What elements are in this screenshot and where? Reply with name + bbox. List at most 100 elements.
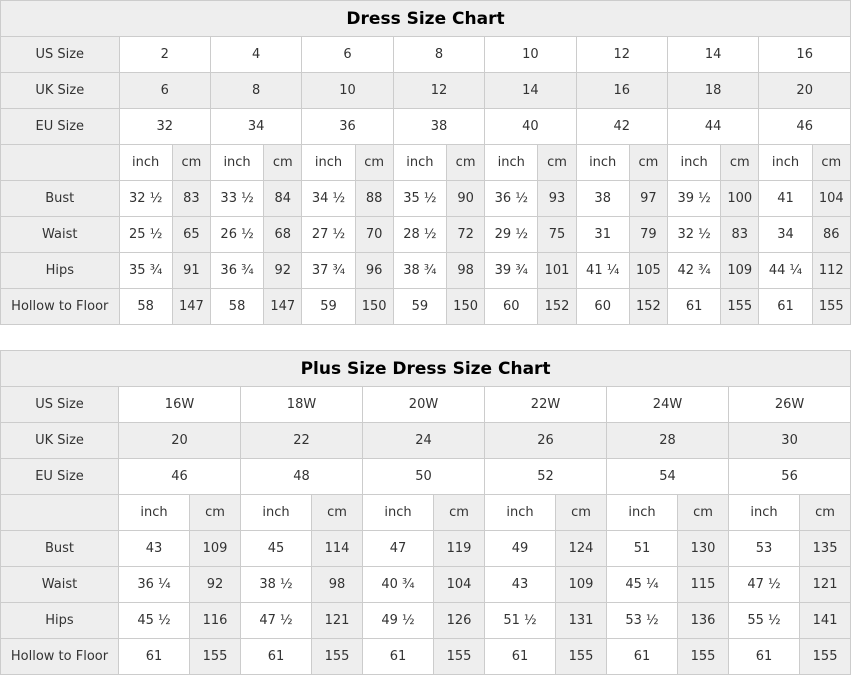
- measure-inch-cell: 38 ¾: [392, 252, 448, 289]
- measure-inch-cell: 61: [118, 638, 190, 675]
- measure-cm-cell: 155: [677, 638, 729, 675]
- chart-title: Plus Size Dress Size Chart: [0, 350, 851, 387]
- measure-row: Bust 43 109 45 114 47 119 49 124 51 130 53 135: [0, 530, 851, 567]
- measure-inch-cell: 58: [118, 288, 173, 325]
- measure-inch-cell: 45 ¼: [606, 566, 678, 603]
- size-value-cell: 32: [118, 108, 211, 145]
- inch-unit-cell: inch: [606, 494, 678, 531]
- measure-inch-cell: 55 ½: [728, 602, 800, 639]
- row-label: Bust: [0, 530, 119, 567]
- measure-cm-cell: 86: [811, 216, 851, 253]
- cm-unit-cell: cm: [677, 494, 729, 531]
- size-value-cell: 20: [118, 422, 241, 459]
- measure-row: Hips 45 ½ 116 47 ½ 121 49 ½ 126 51 ½ 131 53 ½ 136 5…: [0, 602, 851, 639]
- measure-inch-cell: 39 ¾: [484, 252, 539, 289]
- cm-unit-cell: cm: [445, 144, 486, 181]
- measure-cm-cell: 141: [798, 602, 851, 639]
- measure-cm-cell: 70: [354, 216, 394, 253]
- measure-cm-cell: 147: [171, 288, 211, 325]
- measure-inch-cell: 34: [758, 216, 813, 253]
- row-label: EU Size: [0, 458, 119, 495]
- inch-unit-cell: inch: [758, 144, 813, 181]
- cm-unit-cell: cm: [537, 144, 577, 181]
- measure-cm-cell: 112: [811, 252, 851, 289]
- measure-cm-cell: 136: [677, 602, 729, 639]
- cm-unit-cell: cm: [311, 494, 363, 531]
- measure-cm-cell: 155: [189, 638, 241, 675]
- measure-cm-cell: 109: [189, 530, 241, 567]
- measure-cm-cell: 98: [445, 252, 486, 289]
- row-label: Hips: [0, 602, 119, 639]
- measure-inch-cell: 53 ½: [606, 602, 678, 639]
- measure-inch-cell: 51 ½: [484, 602, 556, 639]
- size-value-cell: 10: [484, 36, 577, 73]
- row-label: Hollow to Floor: [0, 288, 120, 325]
- measure-inch-cell: 39 ½: [666, 180, 722, 217]
- measure-cm-cell: 104: [433, 566, 485, 603]
- cm-unit-cell: cm: [811, 144, 851, 181]
- inch-unit-cell: inch: [118, 144, 173, 181]
- measure-inch-cell: 32 ½: [666, 216, 722, 253]
- measure-inch-cell: 53: [728, 530, 800, 567]
- measure-cm-cell: 150: [354, 288, 394, 325]
- measure-cm-cell: 124: [555, 530, 607, 567]
- size-value-cell: 22: [240, 422, 363, 459]
- size-value-cell: 4: [209, 36, 303, 73]
- measure-cm-cell: 114: [311, 530, 363, 567]
- size-value-cell: 54: [606, 458, 729, 495]
- size-value-cell: 36: [301, 108, 394, 145]
- size-value-cell: 46: [758, 108, 851, 145]
- measure-inch-cell: 27 ½: [301, 216, 356, 253]
- inch-unit-cell: inch: [118, 494, 190, 531]
- size-row: US Size 2 4 6 8 10 12 14 16: [0, 36, 851, 73]
- size-value-cell: 38: [392, 108, 486, 145]
- measure-row: Waist 25 ½ 65 26 ½ 68 27 ½ 70 28 ½ 72 29 ½ 75 31 79 3…: [0, 216, 851, 253]
- measure-inch-cell: 33 ½: [209, 180, 265, 217]
- unit-header-row: inch cm inch cm inch cm inch cm inch cm inch cm inch…: [0, 144, 851, 181]
- measure-cm-cell: 150: [445, 288, 486, 325]
- size-row: UK Size 6 8 10 12 14 16 18 20: [0, 72, 851, 109]
- measure-inch-cell: 34 ½: [301, 180, 356, 217]
- size-value-cell: 16W: [118, 386, 241, 423]
- measure-cm-cell: 131: [555, 602, 607, 639]
- unit-row-corner-cell: [0, 144, 120, 181]
- measure-inch-cell: 28 ½: [392, 216, 448, 253]
- size-value-cell: 12: [392, 72, 486, 109]
- measure-inch-cell: 49 ½: [362, 602, 434, 639]
- size-value-cell: 30: [727, 422, 851, 459]
- inch-unit-cell: inch: [666, 144, 722, 181]
- measure-inch-cell: 42 ¾: [666, 252, 722, 289]
- measure-cm-cell: 116: [189, 602, 241, 639]
- measure-inch-cell: 25 ½: [118, 216, 173, 253]
- row-label: EU Size: [0, 108, 120, 145]
- row-label: Hollow to Floor: [0, 638, 119, 675]
- unit-row-corner-cell: [0, 494, 119, 531]
- measure-cm-cell: 155: [798, 638, 851, 675]
- row-label: US Size: [0, 36, 120, 73]
- measure-row: Hollow to Floor 58 147 58 147 59 150 59 150 60 152…: [0, 288, 851, 325]
- measure-cm-cell: 101: [537, 252, 577, 289]
- measure-cm-cell: 155: [811, 288, 851, 325]
- size-value-cell: 28: [606, 422, 729, 459]
- size-value-cell: 48: [240, 458, 363, 495]
- size-value-cell: 40: [484, 108, 577, 145]
- measure-cm-cell: 72: [445, 216, 486, 253]
- measure-cm-cell: 121: [798, 566, 851, 603]
- cm-unit-cell: cm: [354, 144, 394, 181]
- inch-unit-cell: inch: [728, 494, 800, 531]
- measure-cm-cell: 91: [171, 252, 211, 289]
- measure-cm-cell: 100: [720, 180, 760, 217]
- size-value-cell: 26: [484, 422, 607, 459]
- title-row: Dress Size Chart: [0, 0, 851, 37]
- cm-unit-cell: cm: [189, 494, 241, 531]
- measure-inch-cell: 32 ½: [118, 180, 173, 217]
- measure-cm-cell: 130: [677, 530, 729, 567]
- measure-inch-cell: 41: [758, 180, 813, 217]
- measure-cm-cell: 147: [263, 288, 303, 325]
- unit-header-row: inch cm inch cm inch cm inch cm inch cm inch cm: [0, 494, 851, 531]
- size-value-cell: 20W: [362, 386, 485, 423]
- measure-inch-cell: 35 ½: [392, 180, 448, 217]
- size-value-cell: 14: [666, 36, 760, 73]
- measure-cm-cell: 92: [189, 566, 241, 603]
- size-value-cell: 16: [758, 36, 851, 73]
